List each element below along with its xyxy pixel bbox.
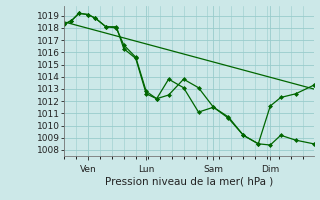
X-axis label: Pression niveau de la mer( hPa ): Pression niveau de la mer( hPa )	[105, 177, 273, 187]
